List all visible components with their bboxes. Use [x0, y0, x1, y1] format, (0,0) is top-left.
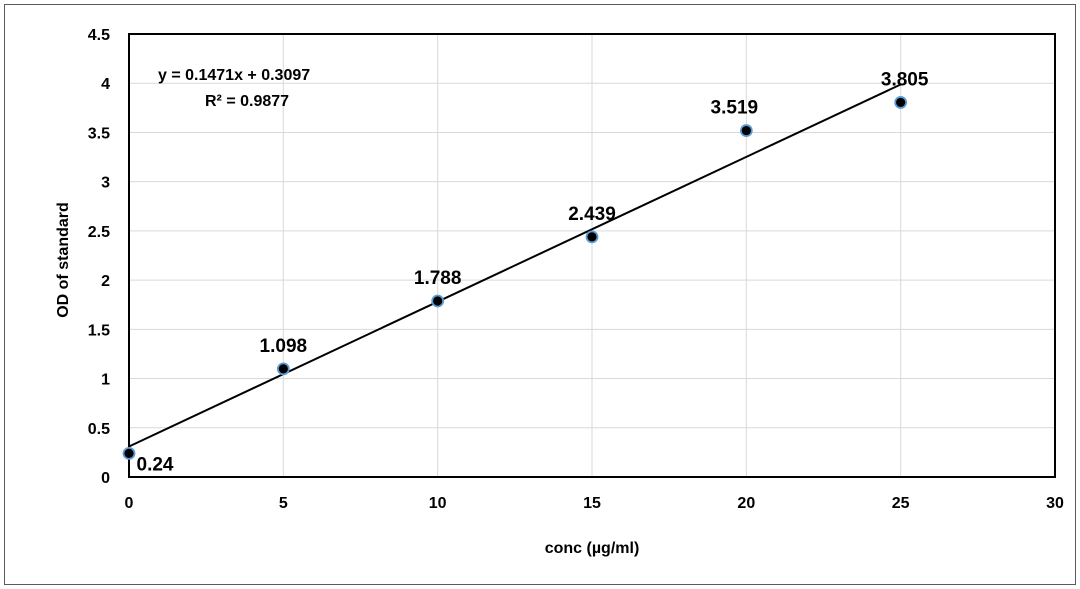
data-point — [739, 124, 753, 137]
y-tick-label: 2.5 — [88, 224, 110, 241]
data-label: 1.098 — [260, 336, 308, 357]
y-tick-label: 4.5 — [88, 27, 110, 44]
data-labels: 0.24 1.098 1.788 2.439 3.519 3.805 — [137, 69, 929, 475]
data-point — [894, 96, 908, 109]
data-point — [431, 294, 445, 308]
y-tick-label: 4 — [101, 76, 110, 93]
y-tick-label: 3 — [101, 175, 110, 192]
y-tick-label: 0 — [101, 470, 110, 487]
y-tick-label: 0.5 — [88, 421, 110, 438]
data-label: 2.439 — [568, 204, 616, 225]
data-label: 1.788 — [414, 268, 462, 289]
trendline-equation: y = 0.1471x + 0.3097 — [158, 67, 310, 84]
x-tick-labels: 0 5 10 15 20 25 30 — [125, 495, 1064, 512]
data-point — [276, 362, 290, 376]
x-tick-label: 0 — [125, 495, 134, 512]
y-axis-title: OD of standard — [55, 202, 72, 318]
data-label: 3.519 — [711, 98, 759, 119]
data-point — [122, 446, 136, 460]
linear-trendline — [128, 83, 902, 448]
y-tick-label: 1 — [101, 372, 110, 389]
x-tick-label: 20 — [737, 495, 755, 512]
data-label: 3.805 — [881, 69, 929, 90]
data-points — [122, 96, 908, 460]
x-tick-label: 25 — [892, 495, 910, 512]
y-tick-label: 1.5 — [88, 322, 110, 339]
x-tick-label: 10 — [429, 495, 447, 512]
x-tick-label: 5 — [279, 495, 288, 512]
x-tick-label: 15 — [583, 495, 601, 512]
data-point — [585, 230, 599, 244]
y-tick-label: 2 — [101, 273, 110, 290]
y-tick-label: 3.5 — [88, 125, 110, 142]
data-label: 0.24 — [137, 454, 174, 475]
x-axis-title: conc (µg/ml) — [545, 540, 640, 557]
y-tick-labels: 0 0.5 1 1.5 2 2.5 3 3.5 4 4.5 — [88, 27, 110, 487]
trendline-r-squared: R² = 0.9877 — [205, 93, 289, 110]
x-tick-label: 30 — [1046, 495, 1064, 512]
